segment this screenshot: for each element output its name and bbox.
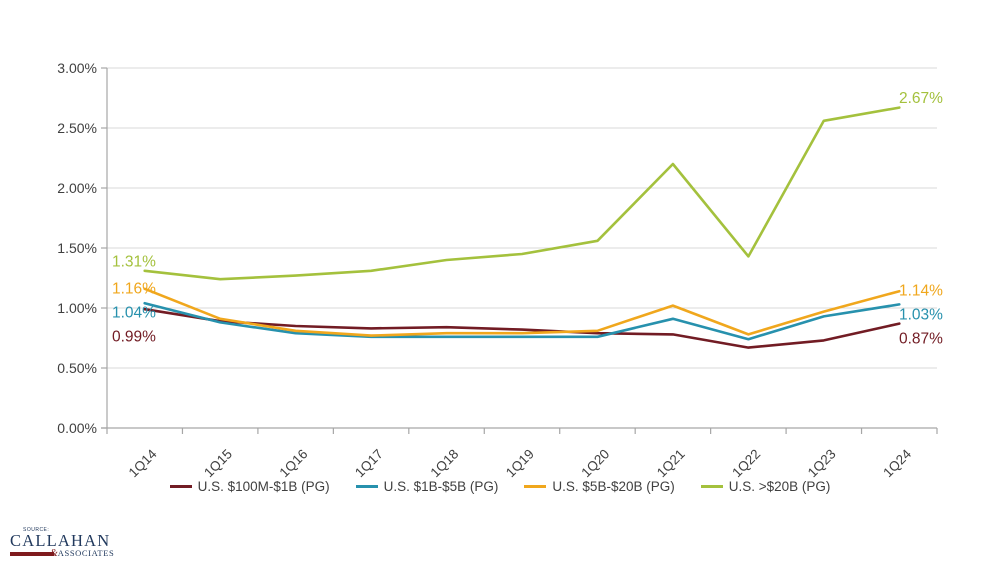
y-tick-label: 1.00% xyxy=(57,300,97,316)
series-last-value-label: 2.67% xyxy=(899,90,943,107)
series-first-value-label: 1.31% xyxy=(112,253,156,270)
legend-item: U.S. >$20B (PG) xyxy=(700,479,831,494)
brand-bar xyxy=(10,551,54,556)
chart-legend: U.S. $100M-$1B (PG) U.S. $1B-$5B (PG) U.S.… xyxy=(0,479,1000,494)
legend-label: U.S. >$20B (PG) xyxy=(728,479,831,494)
x-tick-label: 1Q17 xyxy=(352,446,386,480)
x-tick-label: 1Q24 xyxy=(880,446,914,480)
brand-ampersand: & xyxy=(50,547,58,559)
legend-swatch xyxy=(524,485,547,488)
brand-name: CALLAHAN xyxy=(10,531,111,550)
series-first-value-label: 0.99% xyxy=(112,328,156,345)
series-first-value-label: 1.16% xyxy=(112,280,156,297)
y-tick-label: 3.00% xyxy=(57,60,97,76)
source-label: SOURCE: xyxy=(23,527,50,533)
y-tick-label: 1.50% xyxy=(57,240,97,256)
x-tick-label: 1Q21 xyxy=(654,446,688,480)
x-tick-label: 1Q15 xyxy=(201,446,235,480)
y-tick-label: 2.00% xyxy=(57,180,97,196)
legend-swatch xyxy=(700,485,723,488)
brand-associates-row: & ASSOCIATES xyxy=(10,547,120,559)
x-tick-label: 1Q23 xyxy=(805,446,839,480)
x-tick-label: 1Q22 xyxy=(729,446,763,480)
legend-label: U.S. $1B-$5B (PG) xyxy=(383,479,499,494)
legend-swatch xyxy=(169,485,192,488)
x-tick-label: 1Q20 xyxy=(578,446,612,480)
series-last-value-label: 1.14% xyxy=(899,283,943,300)
series-first-value-label: 1.04% xyxy=(112,304,156,321)
callahan-logo: SOURCE: CALLAHAN & ASSOCIATES xyxy=(10,527,120,558)
series-line xyxy=(143,301,901,341)
y-tick-label: 0.00% xyxy=(57,420,97,436)
x-tick-label: 1Q18 xyxy=(427,446,461,480)
series-line xyxy=(143,106,901,281)
series-last-value-label: 1.03% xyxy=(899,307,943,324)
y-tick-label: 2.50% xyxy=(57,120,97,136)
series-line xyxy=(143,287,901,337)
legend-label: U.S. $100M-$1B (PG) xyxy=(197,479,330,494)
y-tick-label: 0.50% xyxy=(57,360,97,376)
legend-label: U.S. $5B-$20B (PG) xyxy=(552,479,675,494)
x-tick-label: 1Q14 xyxy=(126,446,160,480)
x-tick-label: 1Q19 xyxy=(503,446,537,480)
legend-swatch xyxy=(355,485,378,488)
legend-item: U.S. $100M-$1B (PG) xyxy=(169,479,330,494)
legend-item: U.S. $5B-$20B (PG) xyxy=(524,479,675,494)
x-tick-label: 1Q16 xyxy=(277,446,311,480)
legend-item: U.S. $1B-$5B (PG) xyxy=(355,479,499,494)
series-last-value-label: 0.87% xyxy=(899,331,943,348)
series-line xyxy=(143,307,901,349)
brand-associates: ASSOCIATES xyxy=(57,548,115,559)
